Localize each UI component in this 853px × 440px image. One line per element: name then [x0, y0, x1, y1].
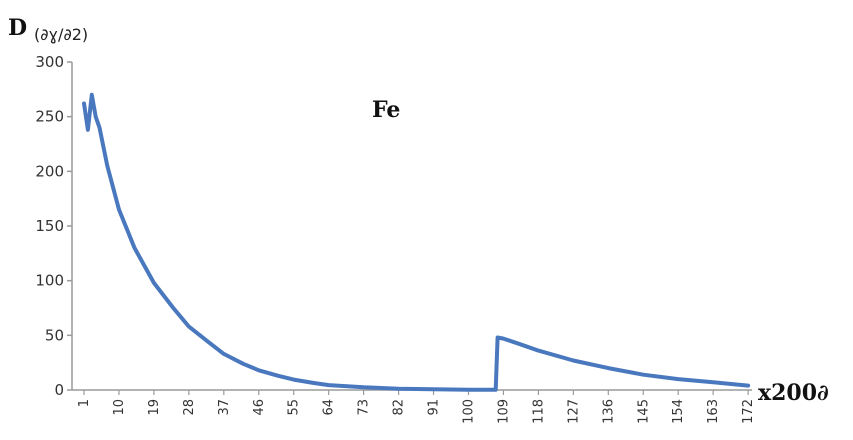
x-tick-label: 1: [77, 399, 92, 407]
x-tick-label: 19: [147, 399, 162, 416]
x-tick-label: 37: [217, 399, 232, 416]
x-axis-label: x200∂: [758, 380, 829, 406]
y-axis-label-sub: (∂ɣ/∂2): [34, 25, 88, 44]
y-tick-labels: 0 50 100 150 200 250 300: [35, 53, 72, 399]
x-tick-label: 172: [741, 399, 756, 424]
x-tick-label: 118: [531, 399, 546, 424]
x-tick-label: 82: [392, 399, 407, 416]
y-tick-label: 100: [35, 272, 64, 290]
x-tick-label: 46: [252, 399, 267, 416]
series-line: [82, 92, 751, 392]
x-tick-label: 10: [112, 399, 127, 416]
x-tick-label: 127: [566, 399, 581, 424]
y-tick-label: 150: [35, 217, 64, 235]
x-tick-label: 100: [461, 399, 476, 424]
x-tick-label: 28: [182, 399, 197, 416]
x-tick-label: 64: [322, 399, 337, 416]
y-tick-label: 300: [35, 53, 64, 71]
series-group: [82, 92, 751, 392]
axes: [71, 62, 752, 391]
series-annotation: Fe: [372, 97, 400, 123]
x-tick-label: 73: [357, 399, 372, 416]
x-tick-label: 136: [601, 399, 616, 424]
x-tick-label: 145: [636, 399, 651, 424]
y-tick-label: 250: [35, 108, 64, 126]
y-tick-label: 50: [45, 326, 64, 344]
y-tick-label: 200: [35, 162, 64, 180]
x-tick-labels: 1 10 19 28 37 46 55 64 73 82 91 100 109 118 127 136 145 1…: [77, 390, 756, 424]
x-tick-label: 163: [706, 399, 721, 424]
x-tick-label: 55: [287, 399, 302, 416]
x-tick-label: 91: [427, 399, 442, 416]
x-tick-label: 154: [671, 399, 686, 424]
y-tick-label: 0: [54, 381, 64, 399]
x-tick-label: 109: [496, 399, 511, 424]
y-axis-label-main: D: [8, 15, 27, 41]
